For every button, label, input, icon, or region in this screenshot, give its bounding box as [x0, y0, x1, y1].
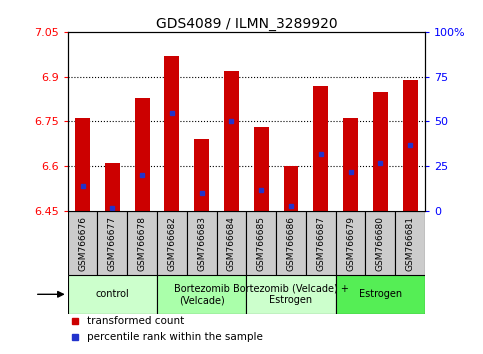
- Text: Bortezomib (Velcade) +
Estrogen: Bortezomib (Velcade) + Estrogen: [233, 284, 349, 305]
- Bar: [403, 80, 418, 211]
- Bar: [336, 275, 425, 314]
- Bar: [343, 119, 358, 211]
- Bar: [246, 211, 276, 275]
- Bar: [127, 211, 157, 275]
- Text: GSM766687: GSM766687: [316, 216, 325, 270]
- Bar: [224, 71, 239, 211]
- Bar: [373, 92, 388, 211]
- Text: GSM766682: GSM766682: [168, 216, 176, 270]
- Bar: [157, 275, 246, 314]
- Bar: [105, 163, 120, 211]
- Text: Bortezomib
(Velcade): Bortezomib (Velcade): [174, 284, 229, 305]
- Text: GSM766676: GSM766676: [78, 216, 87, 270]
- Bar: [135, 98, 150, 211]
- Text: Estrogen: Estrogen: [359, 289, 402, 299]
- Text: percentile rank within the sample: percentile rank within the sample: [87, 332, 263, 342]
- Bar: [336, 211, 366, 275]
- Bar: [246, 275, 336, 314]
- Bar: [306, 211, 336, 275]
- Bar: [68, 211, 98, 275]
- Bar: [194, 139, 209, 211]
- Text: GSM766681: GSM766681: [406, 216, 414, 270]
- Bar: [216, 211, 246, 275]
- Text: GSM766678: GSM766678: [138, 216, 146, 270]
- Bar: [157, 211, 187, 275]
- Bar: [284, 166, 298, 211]
- Text: GSM766677: GSM766677: [108, 216, 117, 270]
- Bar: [366, 211, 395, 275]
- Bar: [68, 275, 157, 314]
- Title: GDS4089 / ILMN_3289920: GDS4089 / ILMN_3289920: [156, 17, 337, 31]
- Text: GSM766686: GSM766686: [286, 216, 296, 270]
- Bar: [98, 211, 127, 275]
- Bar: [187, 211, 216, 275]
- Text: GSM766679: GSM766679: [346, 216, 355, 270]
- Text: GSM766680: GSM766680: [376, 216, 385, 270]
- Bar: [254, 127, 269, 211]
- Text: GSM766684: GSM766684: [227, 216, 236, 270]
- Bar: [313, 86, 328, 211]
- Text: transformed count: transformed count: [87, 316, 185, 326]
- Bar: [395, 211, 425, 275]
- Bar: [276, 211, 306, 275]
- Text: control: control: [96, 289, 129, 299]
- Text: GSM766683: GSM766683: [197, 216, 206, 270]
- Bar: [164, 56, 179, 211]
- Bar: [75, 119, 90, 211]
- Text: GSM766685: GSM766685: [257, 216, 266, 270]
